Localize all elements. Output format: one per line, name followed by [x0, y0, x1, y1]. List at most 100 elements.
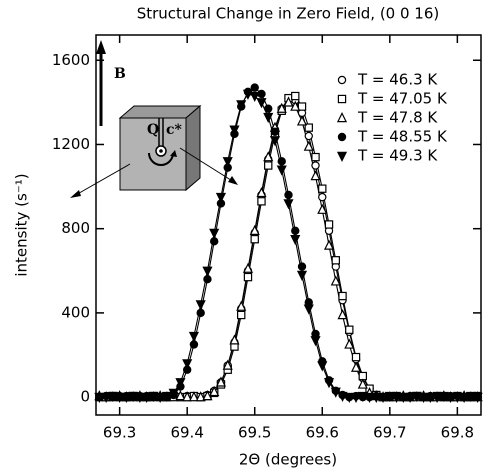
data-point [384, 391, 395, 402]
field-arrow [96, 40, 106, 126]
y-tick-label: 800 [61, 219, 90, 237]
data-point [250, 235, 259, 244]
data-point [188, 391, 200, 402]
data-point [168, 388, 179, 399]
data-point [101, 392, 112, 404]
data-point [114, 392, 125, 404]
legend-marker [337, 94, 347, 104]
data-point [357, 378, 368, 389]
y-tick-label: 0 [80, 388, 90, 406]
x-tick-label: 69.5 [238, 424, 271, 442]
data-point [256, 186, 267, 198]
data-point [291, 226, 300, 235]
data-point [175, 390, 186, 401]
y-tick-label: 1200 [52, 135, 90, 153]
legend-marker [337, 132, 347, 142]
y-axis-label: intensity (s⁻¹) [13, 173, 31, 276]
data-point [229, 125, 240, 136]
data-point [425, 392, 436, 404]
data-point [257, 197, 266, 206]
data-point [195, 300, 206, 311]
data-point [459, 392, 470, 404]
data-point [472, 392, 483, 404]
data-point [243, 272, 253, 282]
data-point [249, 224, 260, 235]
data-point [182, 391, 193, 402]
data-point [310, 170, 321, 181]
legend-label: T = 47.05 K [357, 90, 448, 108]
y-tick-label: 1600 [52, 51, 90, 69]
data-point [310, 336, 321, 347]
data-point [222, 157, 233, 168]
data-point [148, 391, 159, 402]
data-point [445, 392, 456, 404]
data-point [296, 115, 308, 126]
data-point [371, 392, 382, 404]
data-point [296, 270, 308, 281]
plot-frame [95, 34, 482, 416]
data-point [202, 266, 213, 277]
sample-inset [70, 104, 238, 198]
data-point [317, 361, 328, 372]
x-tick-label: 69.6 [306, 424, 339, 442]
data-point [311, 161, 320, 170]
data-point [398, 392, 409, 404]
data-point [264, 161, 273, 170]
data-point [188, 331, 200, 342]
x-tick-label: 69.8 [441, 424, 474, 442]
legend-label: T = 46.3 K [357, 71, 438, 89]
data-point [155, 392, 166, 404]
data-point [311, 152, 320, 162]
data-point [121, 392, 132, 404]
data-point [391, 392, 402, 404]
data-point [229, 334, 240, 345]
data-point [303, 140, 314, 151]
data-point [290, 235, 301, 246]
data-point [249, 91, 260, 102]
data-point [465, 391, 476, 402]
data-point [175, 378, 186, 389]
x-tick-label: 69.7 [373, 424, 406, 442]
field-label: B [114, 66, 126, 82]
data-point [297, 262, 307, 271]
x-tick-label: 69.3 [103, 424, 136, 442]
data-point [270, 127, 280, 137]
data-point [350, 392, 362, 404]
data-point [182, 359, 193, 370]
data-point [291, 91, 300, 101]
data-point [264, 104, 273, 113]
chart-title: Structural Change in Zero Field, (0 0 16… [137, 5, 440, 23]
data-point [209, 385, 220, 397]
data-point [209, 228, 220, 239]
x-tick-label: 69.4 [170, 424, 203, 442]
data-point [283, 96, 294, 107]
legend-label: T = 48.55 K [357, 128, 448, 146]
data-point [304, 123, 313, 132]
data-point [236, 300, 247, 311]
data-point [284, 190, 293, 200]
c-star-label: c* [166, 122, 183, 138]
data-point [338, 291, 347, 301]
data-point [330, 275, 341, 286]
y-tick-label: 400 [61, 303, 90, 321]
data-point [269, 136, 281, 147]
data-point [418, 392, 429, 404]
data-point [344, 338, 355, 349]
legend-label: T = 49.3 K [357, 147, 438, 165]
data-point [303, 304, 314, 315]
data-point [345, 325, 354, 334]
data-point [107, 391, 118, 402]
data-point [256, 98, 267, 109]
data-point [452, 392, 463, 404]
data-point [297, 102, 307, 111]
data-point [351, 352, 361, 362]
data-point [257, 89, 266, 99]
data-point [276, 165, 287, 176]
data-point [323, 239, 335, 250]
legend-marker [336, 112, 348, 123]
data-point [304, 131, 313, 141]
data-point [377, 392, 389, 404]
data-point [94, 392, 105, 404]
data-point [331, 256, 340, 265]
